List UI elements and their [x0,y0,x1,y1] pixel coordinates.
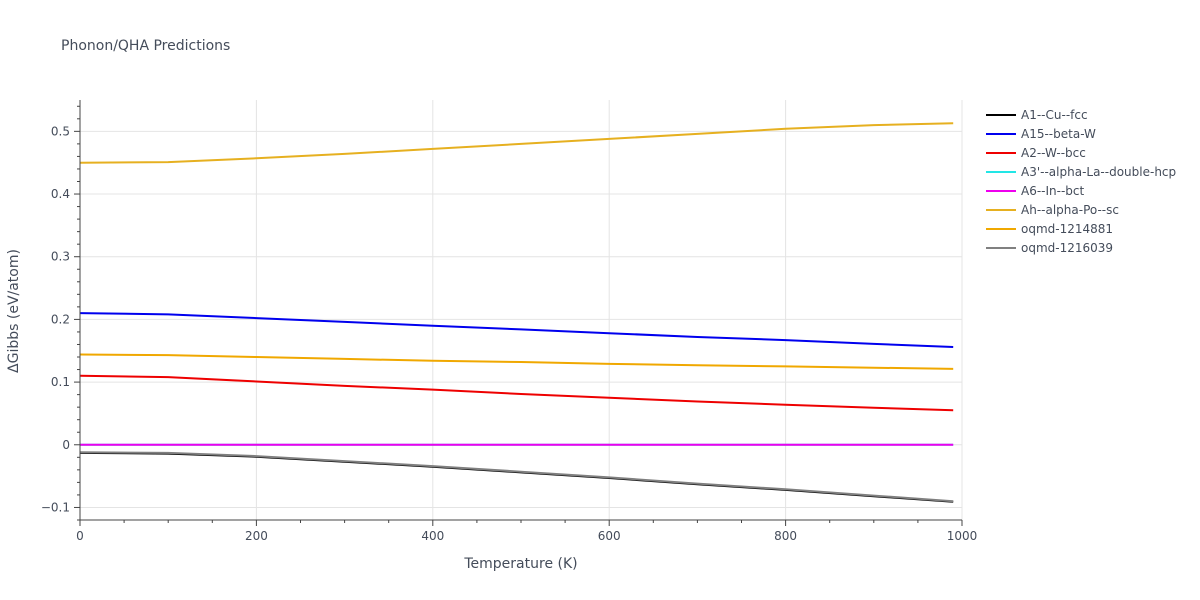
legend-item[interactable]: Ah--alpha-Po--sc [986,203,1119,217]
grid [80,100,963,520]
axes: 0 200 400 600 800 1000 −0.1 0 0.1 0.2 0.3 0.4 0.5 [41,100,977,543]
legend-item[interactable]: A2--W--bcc [986,146,1086,160]
legend-label: oqmd-1216039 [1021,241,1113,255]
chart-title: Phonon/QHA Predictions [61,38,230,54]
y-tick-label: 0 [62,438,70,452]
legend-item[interactable]: A15--beta-W [986,127,1096,141]
legend-label: oqmd-1214881 [1021,222,1113,236]
x-tick-label: 1000 [947,529,978,543]
legend-label: A15--beta-W [1021,127,1096,141]
legend-item[interactable]: oqmd-1214881 [986,222,1113,236]
x-axis-label: Temperature (K) [463,556,577,572]
series-line-A1--Cu--fcc [79,451,954,503]
legend[interactable]: A1--Cu--fcc A15--beta-W A2--W--bcc A3'--alp… [986,108,1176,255]
legend-item[interactable]: A1--Cu--fcc [986,108,1088,122]
x-tick-label: 0 [76,529,84,543]
legend-label: A3'--alpha-La--double-hcp [1021,165,1176,179]
series-line-oqmd-1216039 [79,451,954,503]
series-line-A2--W--bcc [79,374,954,412]
legend-item[interactable]: oqmd-1216039 [986,241,1113,255]
legend-label: A1--Cu--fcc [1021,108,1088,122]
y-tick-label: 0.2 [51,312,70,326]
y-axis-label: ΔGibbs (eV/atom) [6,249,22,373]
x-tick-label: 400 [421,529,444,543]
x-tick-label: 800 [774,529,797,543]
y-tick-label: −0.1 [41,500,70,514]
y-tick-label: 0.5 [51,124,70,138]
legend-item[interactable]: A3'--alpha-La--double-hcp [986,165,1176,179]
legend-label: Ah--alpha-Po--sc [1021,203,1119,217]
plot-area [79,122,954,503]
y-tick-label: 0.4 [51,187,70,201]
series-line-oqmd-1214881 [79,353,954,370]
series-line-A15--beta-W [79,312,954,348]
x-tick-label: 600 [598,529,621,543]
legend-label: A6--In--bct [1021,184,1085,198]
legend-item[interactable]: A6--In--bct [986,184,1085,198]
series-line-Ah--alpha-Po--sc [79,122,954,164]
y-tick-label: 0.3 [51,250,70,264]
legend-label: A2--W--bcc [1021,146,1086,160]
x-tick-label: 200 [245,529,268,543]
y-tick-label: 0.1 [51,375,70,389]
